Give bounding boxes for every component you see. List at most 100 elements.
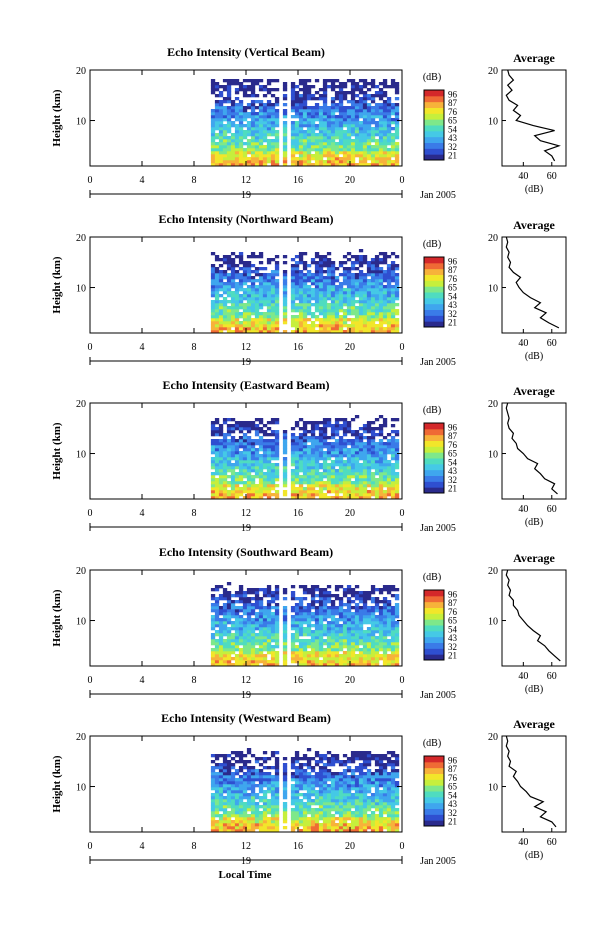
heatmap-cell (246, 451, 252, 455)
heatmap-cell (310, 775, 316, 779)
heatmap-cell (382, 654, 388, 658)
heatmap-cell (342, 94, 348, 98)
colorbar-swatch (424, 303, 444, 310)
heatmap-cell (326, 318, 332, 322)
heatmap-cell (262, 493, 268, 497)
heatmap-cell (282, 763, 288, 767)
heatmap-cell (282, 451, 288, 455)
heatmap-cell (226, 805, 232, 809)
heatmap-cell (282, 112, 288, 116)
heatmap-cell (210, 772, 216, 776)
heatmap-cell (306, 124, 312, 128)
heatmap-cell (390, 270, 396, 274)
heatmap-cell (270, 124, 276, 128)
heatmap-cell (306, 157, 312, 161)
heatmap-cell (210, 79, 216, 83)
heatmap-cell (242, 624, 248, 628)
heatmap-cell (386, 315, 392, 319)
heatmap-cell (230, 112, 236, 116)
heatmap-cell (290, 109, 296, 113)
heatmap-cell (270, 796, 276, 800)
heatmap-cell (274, 811, 280, 815)
heatmap-cell (238, 820, 244, 824)
heatmap-cell (242, 427, 248, 431)
heatmap-cell (222, 460, 228, 464)
heatmap-cell (254, 418, 260, 422)
heatmap-cell (294, 660, 300, 664)
heatmap-cell (390, 279, 396, 283)
heatmap-cell (366, 439, 372, 443)
heatmap-cell (354, 85, 360, 89)
heatmap-cell (350, 291, 356, 295)
heatmap-cell (254, 442, 260, 446)
heatmap-cell (266, 261, 272, 265)
heatmap-cell (230, 148, 236, 152)
heatmap-cell (254, 603, 260, 607)
heatmap-cell (238, 621, 244, 625)
heatmap-cell (374, 618, 380, 622)
heatmap-cell (346, 276, 352, 280)
heatmap-cell (342, 424, 348, 428)
heatmap-cell (326, 106, 332, 110)
heatmap-cell (314, 279, 320, 283)
heatmap-cell (214, 300, 220, 304)
heatmap-cell (366, 457, 372, 461)
heatmap-cell (374, 615, 380, 619)
heatmap-cell (370, 136, 376, 140)
heatmap-cell (374, 493, 380, 497)
heatmap-cell (226, 657, 232, 661)
heatmap-cell (210, 651, 216, 655)
heatmap-cell (338, 654, 344, 658)
heatmap-cell (374, 327, 380, 331)
heatmap-cell (354, 466, 360, 470)
heatmap-cell (226, 484, 232, 488)
heatmap-cell (342, 142, 348, 146)
heatmap-cell (386, 475, 392, 479)
heatmap-cell (358, 121, 364, 125)
heatmap-cell (302, 136, 308, 140)
heatmap-cell (226, 823, 232, 827)
heatmap-cell (390, 430, 396, 434)
heatmap-cell (342, 118, 348, 122)
heatmap-cell (394, 490, 400, 494)
heatmap-cell (294, 291, 300, 295)
heatmap-cell (242, 142, 248, 146)
heatmap-cell (210, 829, 216, 833)
heatmap-cell (338, 288, 344, 292)
heatmap-cell (254, 772, 260, 776)
heatmap-cell (358, 330, 364, 334)
heatmap-cell (326, 487, 332, 491)
heatmap-cell (214, 430, 220, 434)
heatmap-cell (354, 276, 360, 280)
heatmap-cell (250, 823, 256, 827)
heatmap-cell (294, 603, 300, 607)
heatmap-cell (242, 466, 248, 470)
heatmap-cell (210, 421, 216, 425)
heatmap-cell (306, 490, 312, 494)
heatmap-cell (218, 294, 224, 298)
heatmap-cell (294, 778, 300, 782)
heatmap-cell (294, 811, 300, 815)
y-tick-label: 10 (76, 450, 86, 461)
heatmap-cell (246, 454, 252, 458)
heatmap-cell (390, 118, 396, 122)
heatmap-cell (314, 460, 320, 464)
heatmap-cell (378, 127, 384, 131)
heatmap-cell (210, 618, 216, 622)
heatmap-cell (262, 781, 268, 785)
heatmap-cell (310, 478, 316, 482)
heatmap-cell (238, 457, 244, 461)
heatmap-cell (382, 624, 388, 628)
heatmap-cell (306, 654, 312, 658)
heatmap-cell (254, 612, 260, 616)
heatmap-cell (218, 112, 224, 116)
heatmap-cell (218, 130, 224, 134)
heatmap-cell (262, 654, 268, 658)
heatmap-cell (354, 472, 360, 476)
heatmap-cell (234, 115, 240, 119)
heatmap-cell (390, 648, 396, 652)
heatmap-cell (298, 615, 304, 619)
heatmap-cell (358, 327, 364, 331)
heatmap-cell (250, 829, 256, 833)
heatmap-cell (226, 327, 232, 331)
